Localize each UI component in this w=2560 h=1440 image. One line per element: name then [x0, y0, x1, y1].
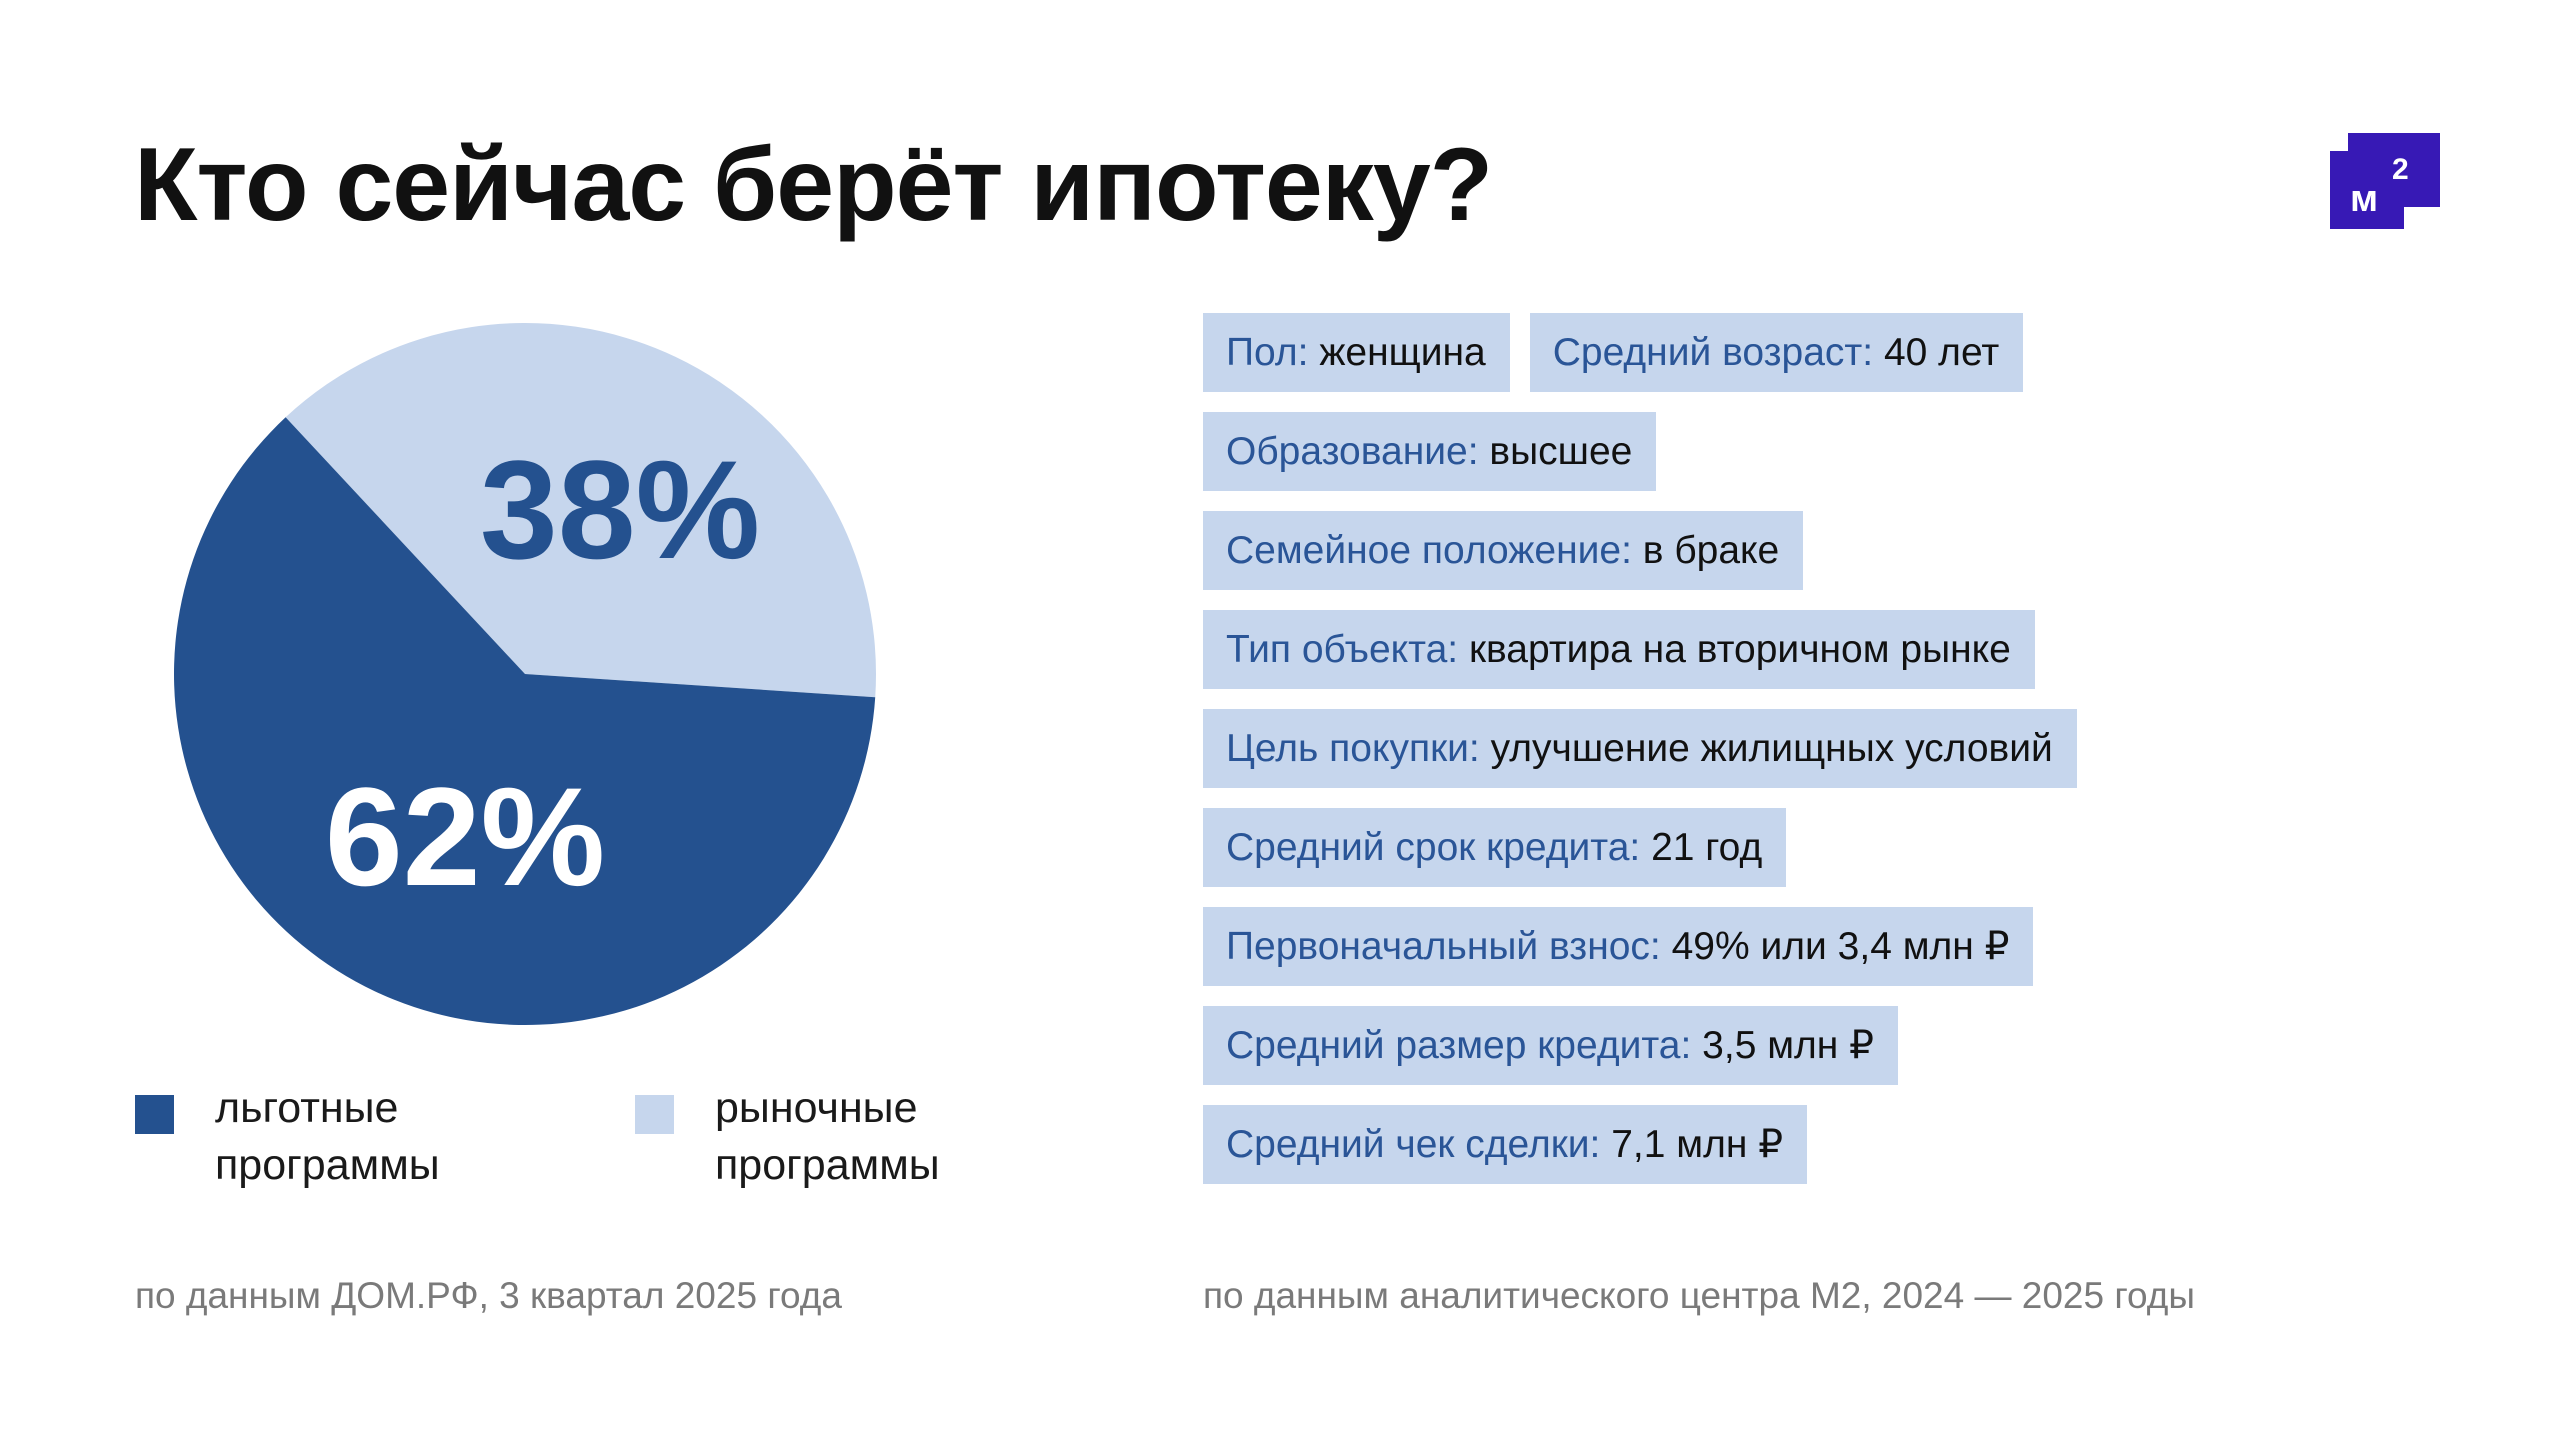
legend-swatch-market: [635, 1095, 674, 1134]
legend-line: рыночные: [715, 1084, 918, 1132]
legend-line: программы: [715, 1141, 940, 1189]
fact-row: Средний размер кредита: 3,5 млн ₽: [1203, 1006, 2077, 1085]
fact-row: Семейное положение: в браке: [1203, 511, 2077, 590]
fact-key: Тип объекта:: [1226, 628, 1459, 671]
fact-value: в браке: [1642, 529, 1780, 572]
legend-label-market: рыночные программы: [715, 1080, 940, 1194]
legend-item-preferential: льготные программы: [135, 1080, 595, 1194]
fact-value: 3,5 млн ₽: [1702, 1024, 1874, 1067]
fact-value: 21 год: [1651, 826, 1763, 869]
fact-tag: Средний возраст: 40 лет: [1529, 313, 2024, 392]
svg-text:м: м: [2350, 178, 2378, 220]
fact-row: Первоначальный взнос: 49% или 3,4 млн ₽: [1203, 907, 2077, 986]
fact-row: Цель покупки: улучшение жилищных условий: [1203, 709, 2077, 788]
fact-key: Пол:: [1226, 331, 1309, 374]
fact-tag: Тип объекта: квартира на вторичном рынке: [1203, 610, 2035, 689]
fact-row: Средний чек сделки: 7,1 млн ₽: [1203, 1105, 2077, 1184]
pie-slice-preferential: [174, 417, 876, 1025]
fact-value: улучшение жилищных условий: [1490, 727, 2053, 770]
m2-logo: м 2: [2330, 133, 2440, 229]
fact-tag: Средний размер кредита: 3,5 млн ₽: [1203, 1006, 1898, 1085]
legend-line: программы: [215, 1141, 440, 1189]
fact-key: Средний чек сделки:: [1226, 1123, 1601, 1166]
fact-key: Первоначальный взнос:: [1226, 925, 1661, 968]
fact-tag: Средний чек сделки: 7,1 млн ₽: [1203, 1105, 1808, 1184]
fact-tag: Цель покупки: улучшение жилищных условий: [1203, 709, 2077, 788]
fact-value: квартира на вторичном рынке: [1468, 628, 2011, 671]
fact-tag: Семейное положение: в браке: [1203, 511, 1804, 590]
fact-tag: Первоначальный взнос: 49% или 3,4 млн ₽: [1203, 907, 2034, 986]
fact-key: Цель покупки:: [1226, 727, 1480, 770]
fact-value: 7,1 млн ₽: [1611, 1123, 1784, 1166]
fact-value: 49% или 3,4 млн ₽: [1671, 925, 2010, 968]
fact-value: женщина: [1319, 331, 1486, 374]
facts-list: Пол: женщина Средний возраст: 40 лет Образ…: [1203, 313, 2077, 1184]
pie-slice-market: [285, 322, 876, 698]
fact-value: 40 лет: [1883, 331, 2000, 374]
chart-legend: льготные программы рыночные программы: [135, 1080, 1095, 1194]
fact-row: Средний срок кредита: 21 год: [1203, 808, 2077, 887]
fact-key: Средний возраст:: [1552, 331, 1874, 374]
fact-key: Средний срок кредита:: [1226, 826, 1641, 869]
legend-item-market: рыночные программы: [635, 1080, 1095, 1194]
fact-row: Образование: высшее: [1203, 412, 2077, 491]
legend-label-preferential: льготные программы: [215, 1080, 440, 1194]
legend-line: льготные: [215, 1084, 399, 1132]
fact-tag: Образование: высшее: [1203, 412, 1657, 491]
fact-key: Средний размер кредита:: [1226, 1024, 1692, 1067]
footnote-right: по данным аналитического центра М2, 2024…: [1203, 1275, 2195, 1316]
fact-row: Тип объекта: квартира на вторичном рынке: [1203, 610, 2077, 689]
fact-tag: Пол: женщина: [1203, 313, 1510, 392]
pie-data-label: 38%: [480, 431, 760, 588]
page-title: Кто сейчас берёт ипотеку?: [134, 127, 1493, 243]
pie-chart: 38% 62%: [174, 322, 876, 1025]
pie-data-label: 62%: [325, 758, 605, 915]
fact-key: Образование:: [1226, 430, 1479, 473]
footnote-left: по данным ДОМ.РФ, 3 квартал 2025 года: [135, 1275, 842, 1316]
svg-text:2: 2: [2392, 153, 2409, 186]
fact-tag: Средний срок кредита: 21 год: [1203, 808, 1787, 887]
fact-row: Пол: женщина Средний возраст: 40 лет: [1203, 313, 2077, 392]
fact-value: высшее: [1489, 430, 1633, 473]
fact-key: Семейное положение:: [1226, 529, 1632, 572]
legend-swatch-preferential: [135, 1095, 174, 1134]
